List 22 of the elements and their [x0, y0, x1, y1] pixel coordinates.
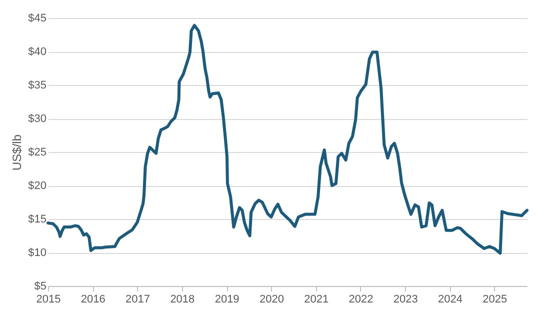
x-tick-label: 2019 [214, 294, 240, 306]
y-tick-label: $5 [34, 280, 46, 292]
y-tick-label: $20 [28, 180, 46, 192]
x-tick-label: 2018 [170, 294, 195, 306]
x-tick-label: 2020 [259, 294, 284, 306]
x-tick-label: 2017 [126, 294, 150, 306]
y-tick-label: $10 [28, 247, 46, 259]
x-tick-label: 2023 [393, 294, 418, 306]
y-tick-label: $30 [28, 113, 46, 125]
y-tick-label: $25 [28, 146, 46, 158]
x-tick-label: 2022 [348, 294, 374, 306]
y-tick-label: $40 [28, 46, 46, 58]
x-tick-label: 2015 [36, 294, 61, 306]
x-tick-label: 2025 [482, 294, 508, 306]
y-tick-label: $45 [28, 12, 46, 24]
x-tick-label: 2021 [304, 294, 329, 306]
y-axis-title: US$/lb [10, 134, 24, 171]
y-tick-label: $15 [28, 214, 46, 226]
line-series [46, 24, 528, 255]
x-tick-label: 2016 [80, 294, 106, 306]
x-tick-label: 2024 [438, 294, 463, 306]
y-tick-label: $35 [28, 80, 46, 92]
